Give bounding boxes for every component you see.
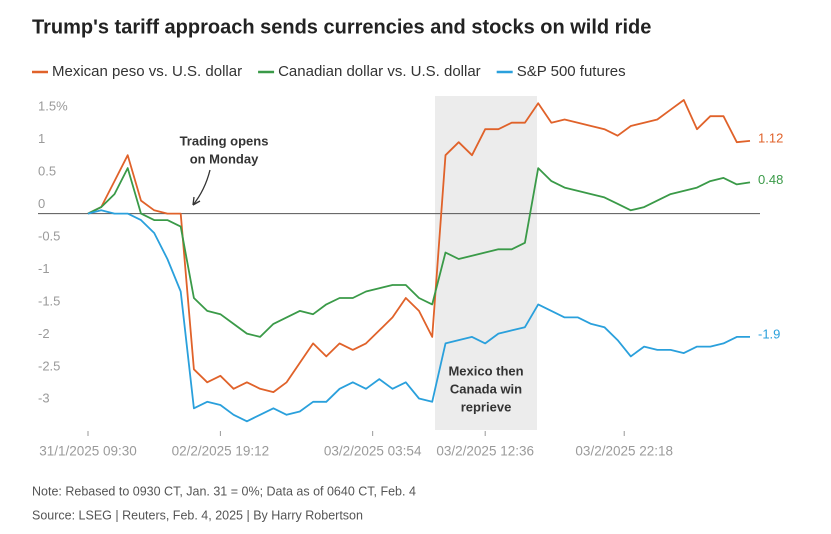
- x-tick-label: 31/1/2025 09:30: [39, 444, 137, 459]
- annotation: on Monday: [190, 151, 259, 166]
- x-tick-label: 03/2/2025 03:54: [324, 444, 422, 459]
- y-tick-label: -2: [38, 326, 50, 341]
- end-label: 0.48: [758, 172, 783, 187]
- x-tick-label: 03/2/2025 12:36: [436, 444, 534, 459]
- note: Note: Rebased to 0930 CT, Jan. 31 = 0%; …: [32, 484, 416, 498]
- chart-title: Trump's tariff approach sends currencies…: [32, 16, 651, 38]
- arrow-head: [192, 196, 201, 206]
- annotation: reprieve: [461, 399, 512, 414]
- end-label: 1.12: [758, 130, 783, 145]
- annotation: Mexico then: [448, 363, 523, 378]
- annotation-arrow: [192, 169, 211, 206]
- x-tick-label: 03/2/2025 22:18: [575, 444, 673, 459]
- annotation: Trading opens: [180, 133, 269, 148]
- y-tick-label: 1.5%: [38, 99, 68, 114]
- legend-label: Canadian dollar vs. U.S. dollar: [278, 63, 481, 80]
- shaded-period: [435, 96, 537, 430]
- y-tick-label: 0: [38, 196, 45, 211]
- y-tick-label: 0.5: [38, 164, 56, 179]
- legend-label: S&P 500 futures: [517, 63, 626, 80]
- x-tick-label: 02/2/2025 19:12: [172, 444, 270, 459]
- y-tick-label: -1.5: [38, 293, 60, 308]
- y-tick-label: -1: [38, 261, 50, 276]
- y-tick-label: -0.5: [38, 228, 60, 243]
- series-line: [87, 167, 751, 338]
- annotation: Canada win: [450, 381, 522, 396]
- source: Source: LSEG | Reuters, Feb. 4, 2025 | B…: [32, 508, 363, 522]
- y-tick-label: 1: [38, 131, 45, 146]
- y-tick-label: -3: [38, 391, 50, 406]
- series-line: [87, 99, 751, 393]
- series-line: [87, 209, 750, 423]
- end-label: -1.9: [758, 326, 780, 341]
- legend-label: Mexican peso vs. U.S. dollar: [52, 63, 242, 80]
- y-tick-label: -2.5: [38, 358, 60, 373]
